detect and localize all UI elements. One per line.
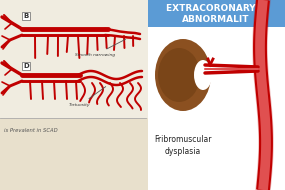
Text: EXTRACORONARY V
ABNORMALIT: EXTRACORONARY V ABNORMALIT: [166, 4, 266, 24]
Text: is Prevalent in SCAD: is Prevalent in SCAD: [4, 127, 58, 132]
Text: Fribromuscular
dysplasia: Fribromuscular dysplasia: [154, 135, 212, 157]
Text: Smooth narrowing: Smooth narrowing: [75, 39, 125, 57]
Ellipse shape: [194, 60, 212, 90]
Ellipse shape: [155, 39, 211, 111]
Bar: [0, 0, 148, 190]
Text: D: D: [23, 63, 29, 69]
Text: B: B: [23, 13, 28, 19]
Text: Tortuosity: Tortuosity: [69, 87, 106, 107]
Bar: [148, 0, 285, 190]
Ellipse shape: [158, 48, 200, 102]
Bar: [148, 0, 285, 27]
Bar: [0, 118, 148, 190]
